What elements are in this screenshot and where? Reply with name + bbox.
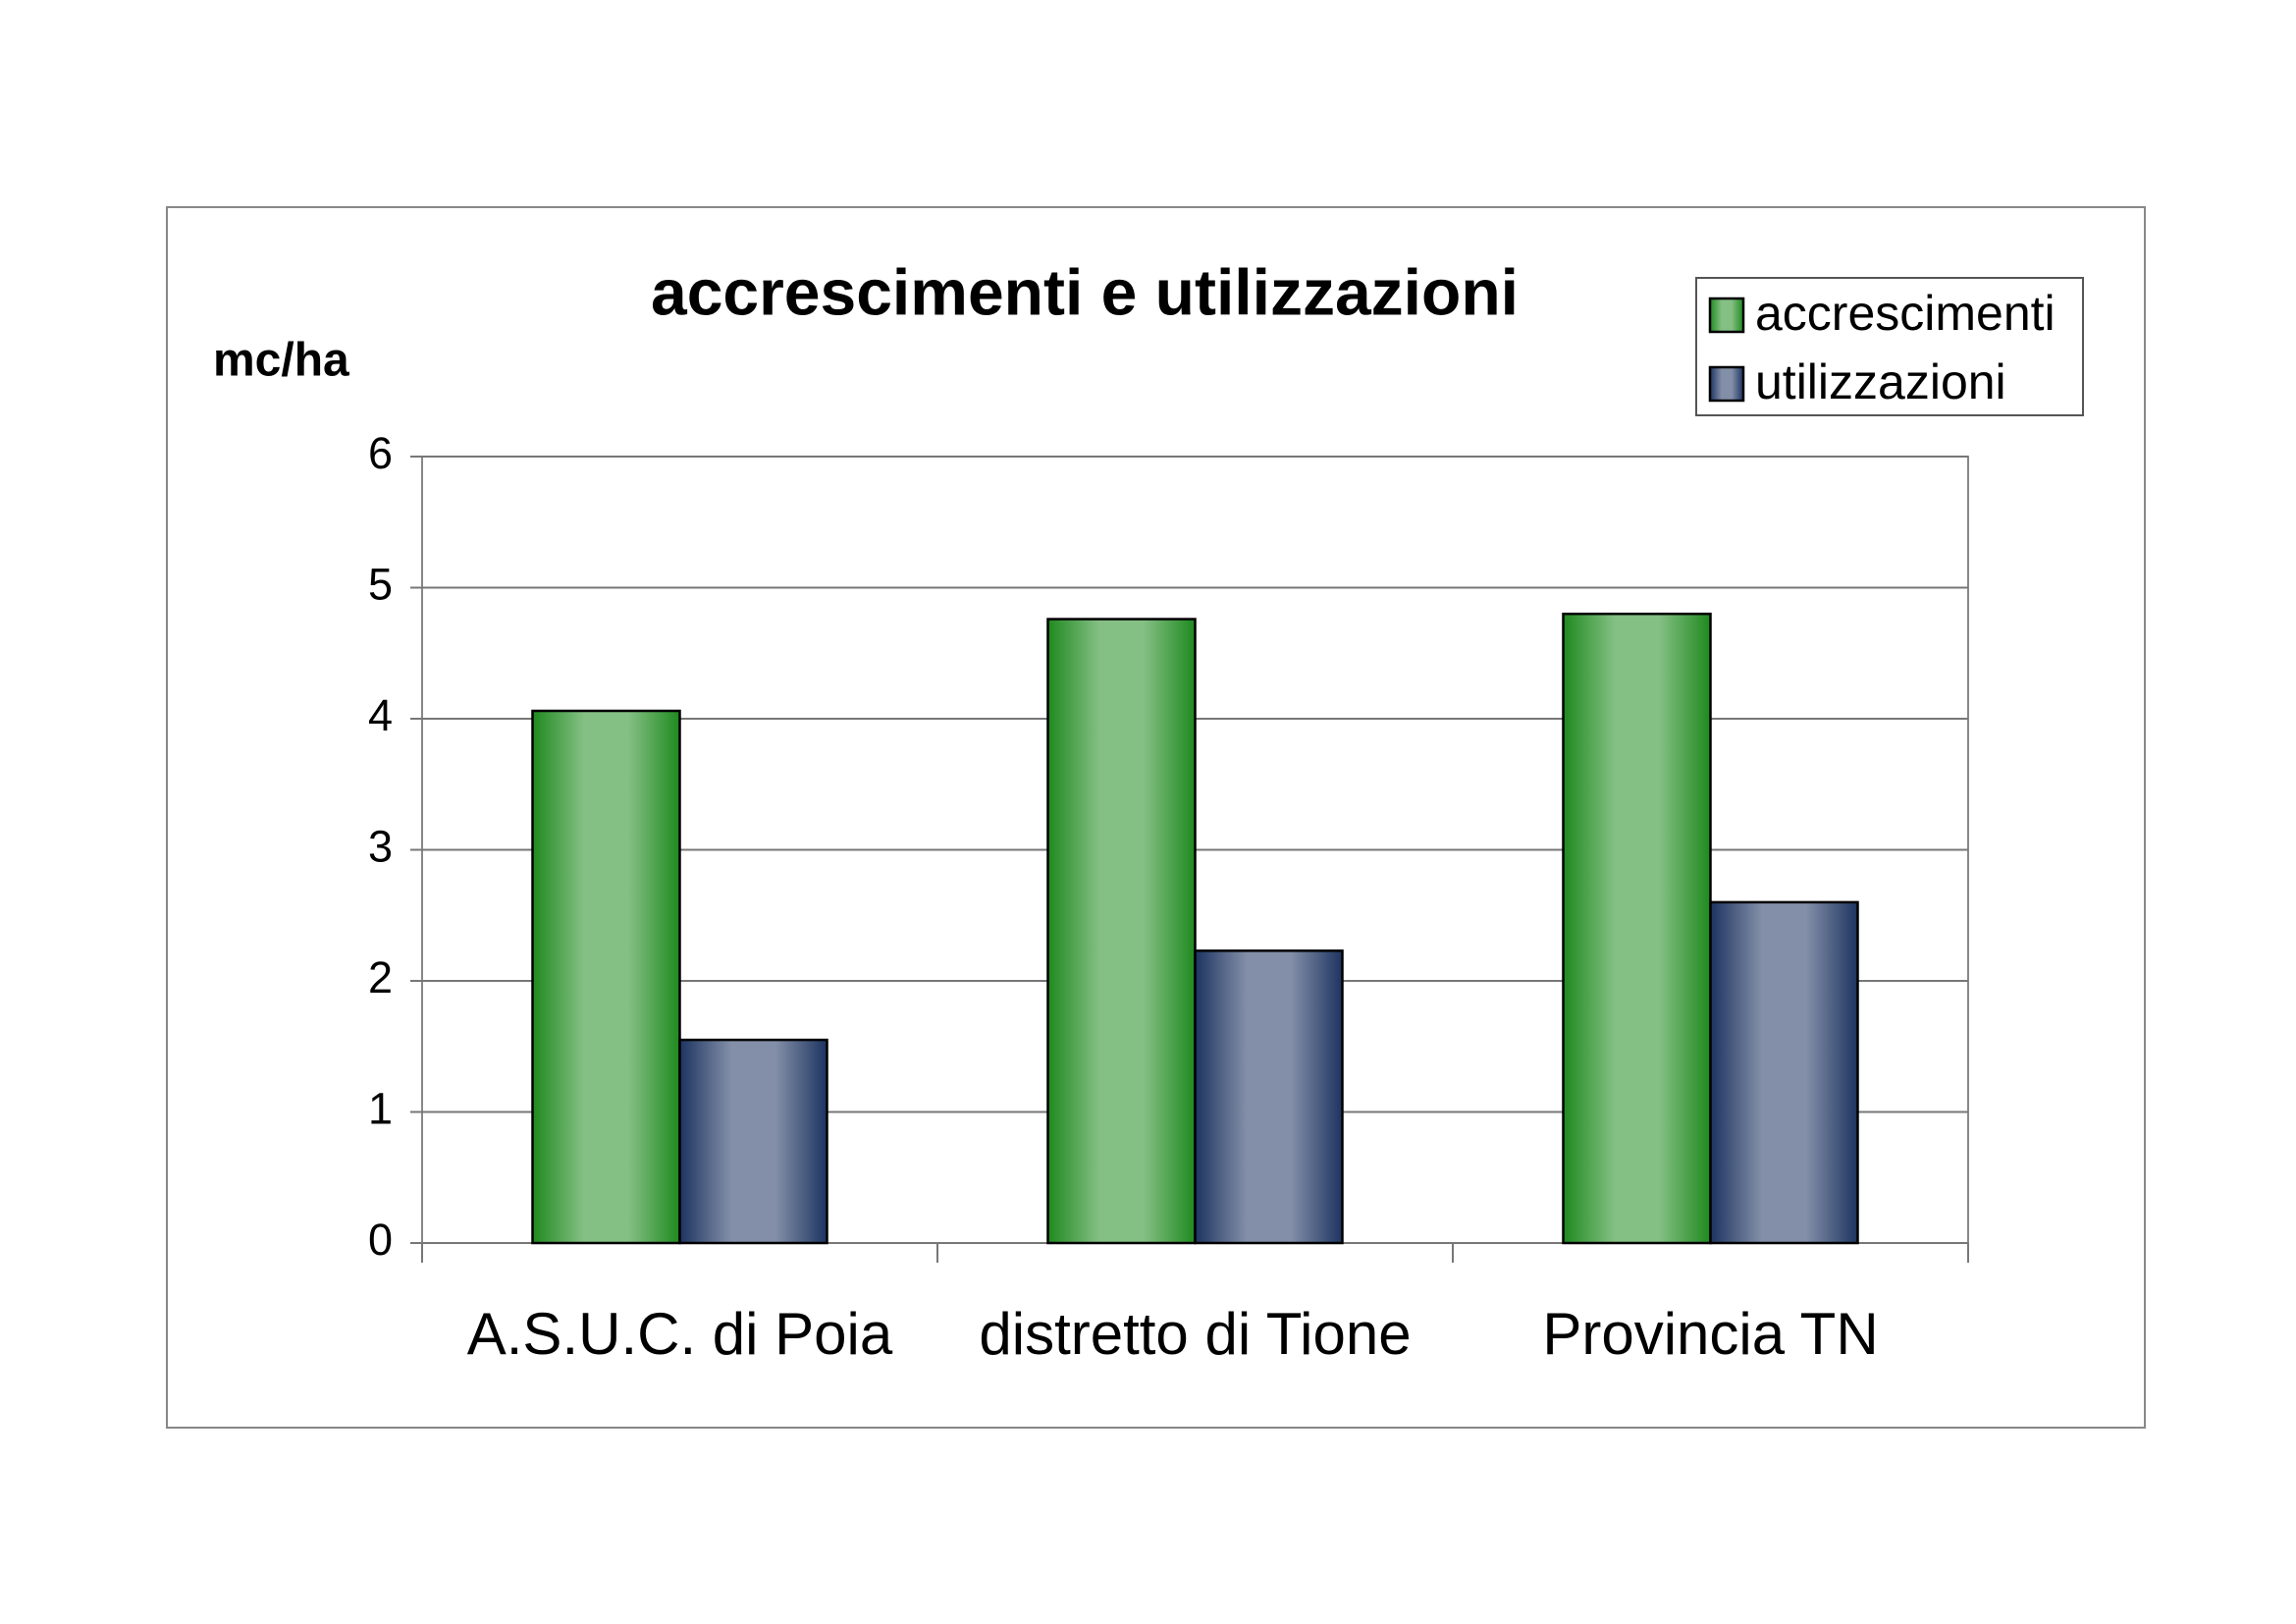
legend-label: accrescimenti: [1755, 286, 2056, 341]
y-axis-label: mc/ha: [213, 335, 349, 387]
bar: [1562, 612, 1712, 1245]
bar: [1194, 949, 1344, 1245]
y-tick-label: 6: [368, 428, 393, 478]
legend-box: [1695, 277, 2084, 416]
y-tick-label: 4: [368, 690, 393, 740]
y-tick-label: 3: [368, 821, 393, 871]
legend-swatch: [1708, 297, 1745, 334]
y-tick-label: 5: [368, 559, 393, 609]
legend-swatch: [1708, 365, 1745, 403]
chart-title: accrescimenti e utilizzazioni: [651, 255, 1519, 328]
x-tick-label: distretto di Tione: [979, 1301, 1411, 1367]
y-tick-label: 0: [368, 1215, 393, 1265]
x-tick-label: Provincia TN: [1542, 1301, 1878, 1367]
x-tick-label: A.S.U.C. di Poia: [467, 1301, 893, 1367]
legend-label: utilizzazioni: [1755, 354, 2006, 409]
bar: [531, 709, 681, 1245]
bar: [678, 1038, 828, 1245]
bar: [1046, 618, 1197, 1245]
bar: [1709, 900, 1859, 1245]
y-tick-label: 1: [368, 1083, 393, 1133]
y-tick-label: 2: [368, 952, 393, 1002]
